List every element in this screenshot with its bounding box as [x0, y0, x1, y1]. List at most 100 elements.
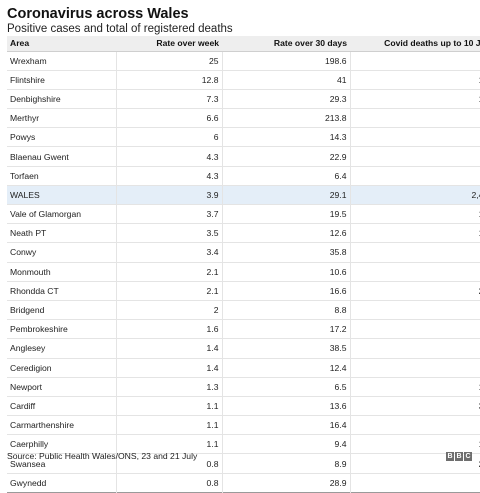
cell-area: Ceredigion	[7, 358, 117, 378]
cell-covid-deaths: 2,489	[471, 189, 480, 200]
cell-area: Pembrokeshire	[7, 319, 117, 339]
cell-covid-deaths: 103	[350, 205, 480, 224]
cell-rate-30-days: 9.4	[222, 434, 351, 454]
cell-area: Vale of Glamorgan	[7, 204, 117, 224]
cell-rate-30-days: 14.3	[222, 127, 351, 147]
bbc-logo: B B C	[446, 452, 472, 461]
cell-covid-deaths: 296	[350, 281, 480, 300]
cell-area: Swansea	[7, 453, 117, 474]
cell-rate-30-days: 13.6	[222, 396, 351, 416]
cell-rate-week: 0.8	[116, 473, 223, 493]
cell-rate-30-days: 8.8	[222, 300, 351, 320]
cell-covid-deaths: 133	[350, 435, 480, 454]
cell-area: WALES	[7, 185, 117, 205]
cell-area: Blaenau Gwent	[7, 146, 117, 167]
header-covid-deaths: Covid deaths up to 10 July	[350, 36, 480, 52]
cell-covid-deaths: 92	[350, 128, 480, 147]
cell-rate-30-days: 16.4	[222, 415, 351, 435]
cell-rate-30-days: 19.5	[222, 204, 351, 224]
cell-rate-week: 3.7	[116, 204, 223, 224]
cell-area: Rhondda CT	[7, 281, 117, 301]
page-title: Coronavirus across Wales	[7, 6, 189, 22]
cell-covid-deaths: 87	[350, 51, 480, 70]
cell-covid-deaths: 102	[350, 89, 480, 108]
cell-covid-deaths: 378	[350, 396, 480, 415]
cell-area: Monmouth	[7, 262, 117, 282]
cell-rate-week: 1.3	[116, 377, 223, 397]
wales-covid-table: Area Rate over week Rate over 30 days Co…	[7, 36, 480, 493]
cell-rate-30-days: 10.6	[222, 262, 351, 282]
cell-covid-deaths: 103	[350, 224, 480, 243]
cell-area: Newport	[7, 377, 117, 397]
header-rate-30-days: Rate over 30 days	[222, 36, 350, 52]
cell-rate-week: 6	[116, 127, 223, 147]
cell-covid-deaths: 68	[350, 473, 480, 492]
cell-rate-30-days: 28.9	[222, 473, 351, 493]
cell-rate-week: 2.1	[116, 262, 223, 282]
bbc-logo-block: C	[464, 452, 472, 461]
cell-rate-30-days: 17.2	[222, 319, 351, 339]
bbc-logo-block: B	[455, 452, 463, 461]
cell-rate-30-days: 38.5	[222, 338, 351, 358]
cell-covid-deaths: 33	[350, 339, 480, 358]
cell-area: Neath PT	[7, 223, 117, 243]
cell-rate-30-days: 198.6	[222, 51, 351, 71]
cell-rate-week: 1.1	[116, 396, 223, 416]
cell-area: Wrexham	[7, 51, 117, 71]
cell-rate-30-days: 29.3	[222, 89, 351, 109]
source-note: Source: Public Health Wales/ONS, 23 and …	[7, 451, 198, 461]
cell-rate-30-days: 16.6	[222, 281, 351, 301]
cell-rate-30-days: 29.1	[222, 185, 351, 205]
cell-rate-week: 1.1	[116, 434, 223, 454]
table-row: Neath PT3.512.6103	[7, 223, 480, 243]
cell-rate-week: 6.6	[116, 108, 223, 128]
cell-rate-week: 4.3	[116, 146, 223, 167]
cell-rate-week: 2.1	[116, 281, 223, 301]
cell-rate-30-days: 8.9	[222, 453, 351, 474]
cell-rate-week: 2	[116, 300, 223, 320]
table-header-row: Area Rate over week Rate over 30 days Co…	[7, 36, 480, 52]
cell-rate-week: 3.5	[116, 223, 223, 243]
cell-covid-deaths: 162	[350, 377, 480, 396]
table-row: Rhondda CT2.116.6296	[7, 281, 480, 301]
cell-area: Conwy	[7, 242, 117, 263]
cell-area: Anglesey	[7, 338, 117, 358]
cell-covid-deaths: 42	[350, 320, 480, 339]
cell-covid-deaths: 97	[350, 243, 480, 262]
cell-rate-30-days: 12.6	[222, 223, 351, 243]
header-rate-week: Rate over week	[116, 36, 222, 52]
cell-rate-week: 12.8	[116, 70, 223, 90]
table-body: Wrexham25198.687Flintshire12.841134Denbi…	[7, 51, 480, 493]
cell-rate-week: 25	[116, 51, 223, 71]
bbc-logo-block: B	[446, 452, 454, 461]
cell-covid-deaths: 74	[350, 262, 480, 281]
cell-rate-week: 1.6	[116, 319, 223, 339]
cell-rate-week: 3.4	[116, 242, 223, 263]
cell-area: Caerphilly	[7, 434, 117, 454]
header-area: Area	[7, 36, 116, 52]
cell-covid-deaths: 204	[350, 454, 480, 473]
cell-area: Powys	[7, 127, 117, 147]
cell-rate-week: 0.8	[116, 453, 223, 474]
cell-area: Cardiff	[7, 396, 117, 416]
cell-covid-deaths: 7	[350, 358, 480, 377]
cell-area: Flintshire	[7, 70, 117, 90]
cell-covid-deaths: 65	[350, 109, 480, 128]
cell-rate-week: 3.9	[116, 185, 223, 205]
cell-rate-30-days: 35.8	[222, 242, 351, 263]
cell-area: Gwynedd	[7, 473, 117, 493]
